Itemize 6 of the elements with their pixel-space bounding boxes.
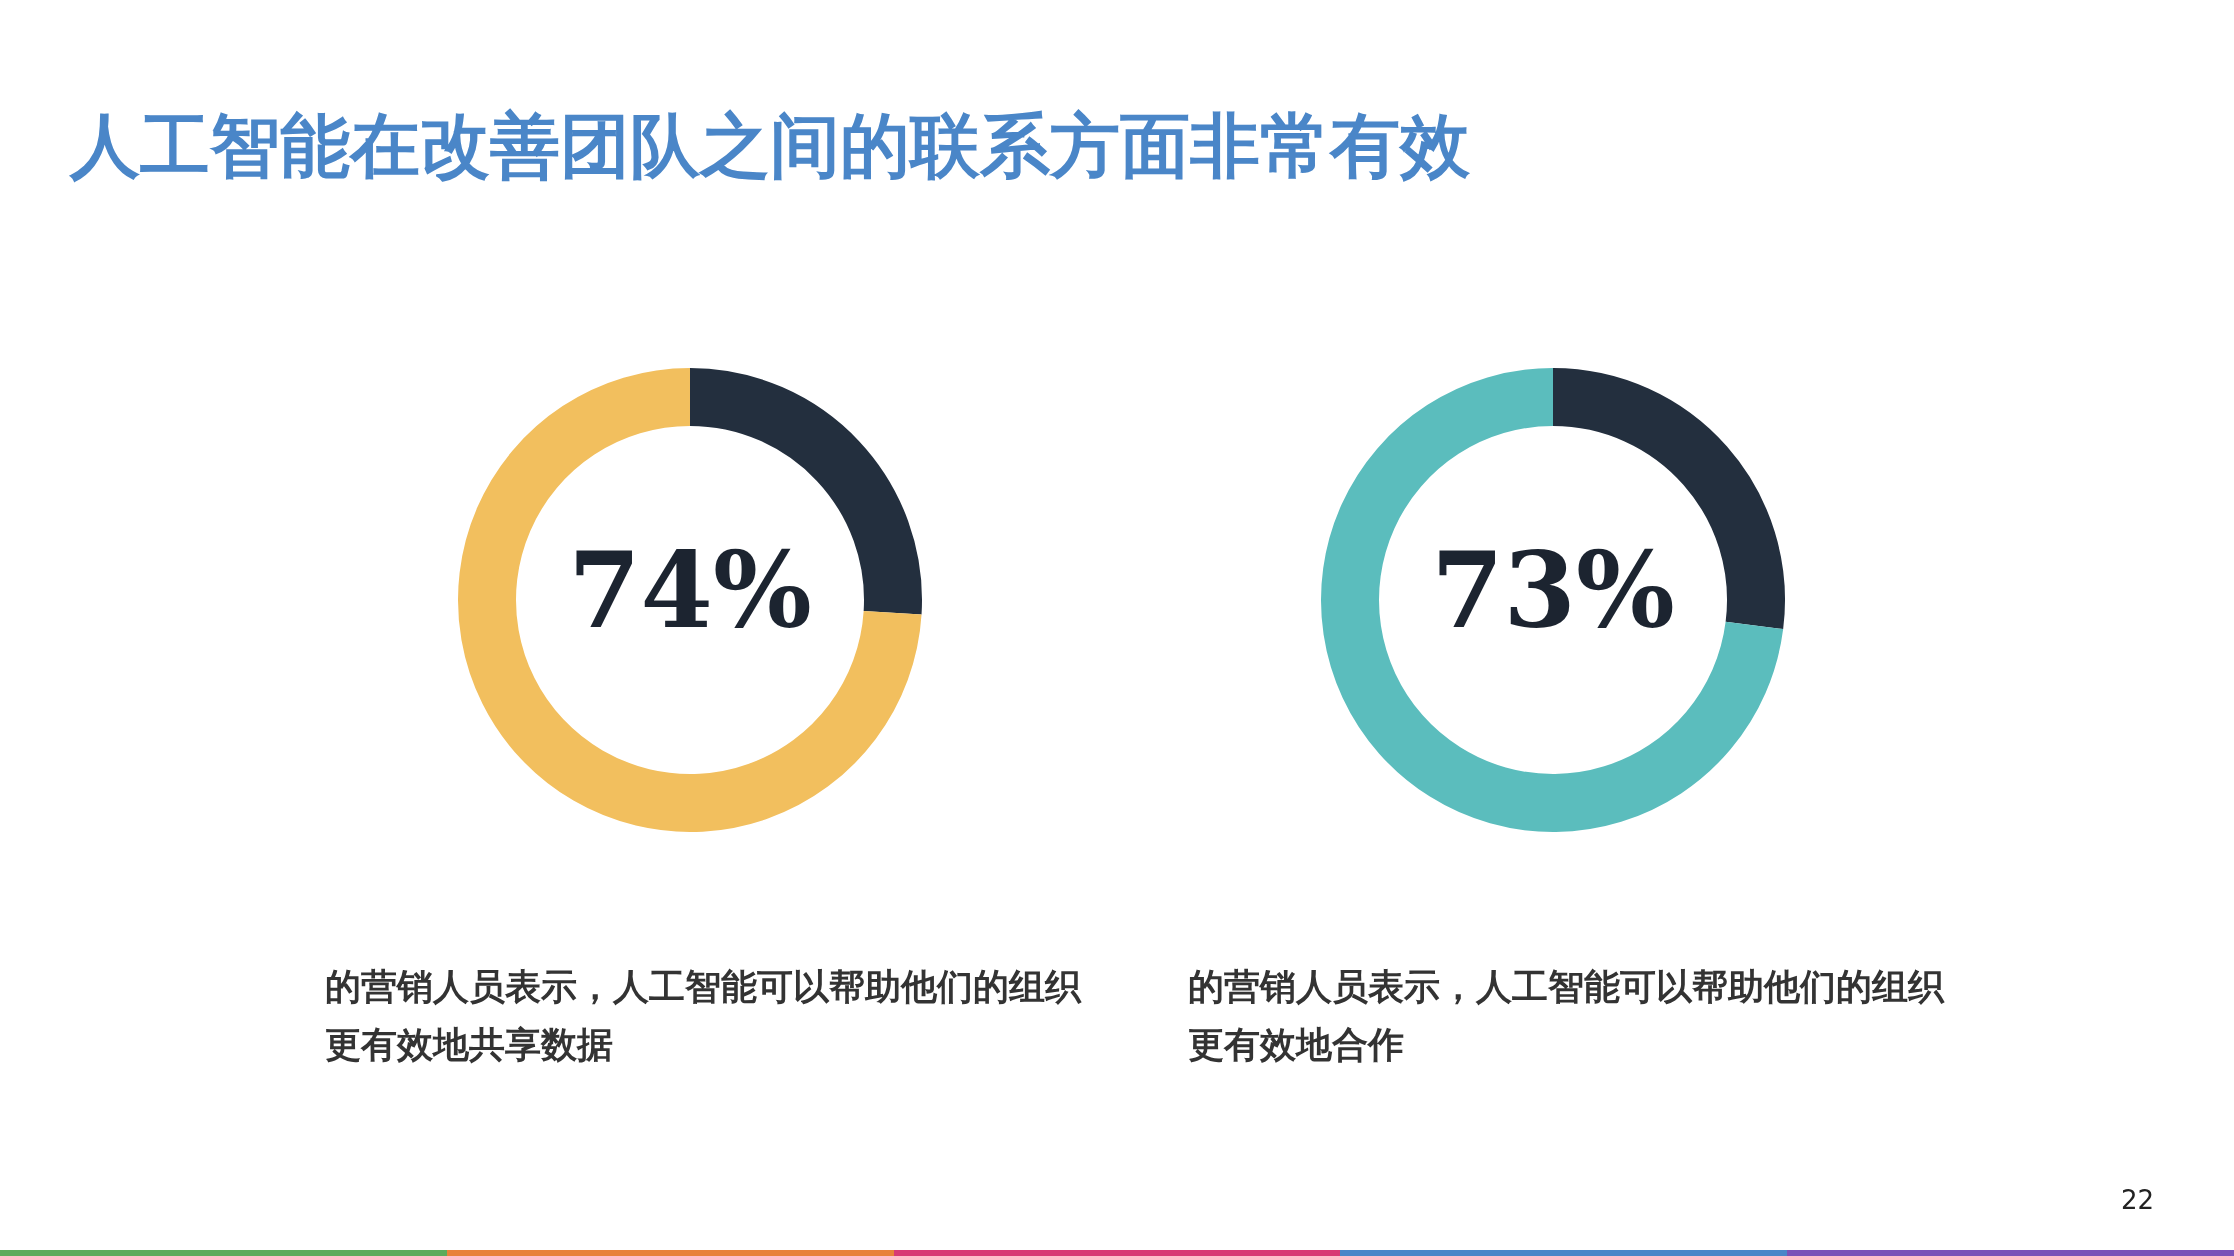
text: 的营销人员表示，人工智能可以帮助他们的组织更有效地合作 xyxy=(1188,965,1946,1067)
chart-title: 人工智能在改善团队之间的联系方面非常有效 xyxy=(70,104,1470,189)
data-label: 73% xyxy=(1431,529,1675,653)
text: 22 xyxy=(2120,1185,2154,1215)
text: 的营销人员表示，人工智能可以帮助他们的组织更有效地共享数据 xyxy=(325,965,1083,1067)
data-label: 74% xyxy=(568,529,812,653)
